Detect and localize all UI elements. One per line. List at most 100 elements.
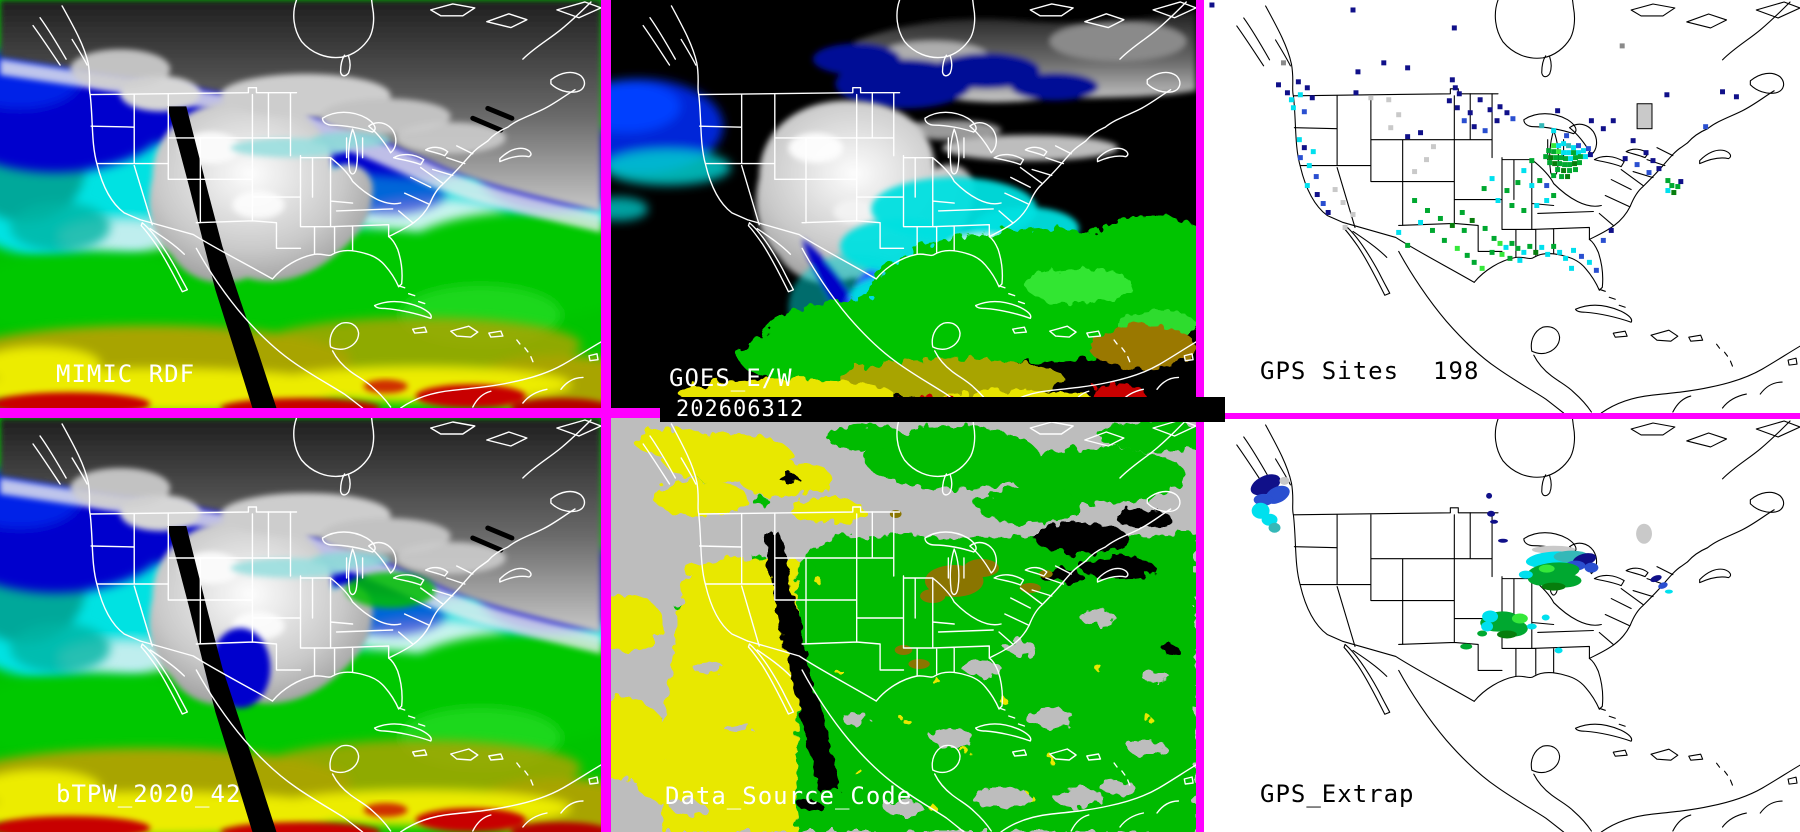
gps-site-marker — [1310, 149, 1316, 155]
gps-site-marker — [1405, 65, 1411, 71]
gps-site-marker — [1479, 265, 1485, 271]
panel-label: GOES_E/W — [669, 364, 793, 392]
gps-site-marker — [1551, 149, 1557, 155]
gps-site-marker — [1517, 257, 1523, 263]
gps-extrap-blob — [1460, 643, 1473, 650]
gps-site-marker — [1539, 244, 1545, 250]
gps-site-marker — [1507, 255, 1513, 261]
gps-site-marker — [1482, 128, 1488, 134]
gps-site-marker — [1555, 167, 1561, 173]
gps-site-marker — [1600, 237, 1606, 243]
gps-site-marker — [1552, 161, 1558, 167]
gps-site-marker — [1544, 183, 1550, 189]
gps-site-marker — [1509, 203, 1515, 208]
gps-site-marker — [1533, 249, 1539, 255]
gps-extrap-blob — [1481, 621, 1494, 632]
gps-site-marker — [1297, 155, 1303, 161]
gps-site-marker — [1646, 170, 1652, 176]
gps-extrap-blob — [1541, 582, 1566, 591]
gps-site-marker — [1489, 249, 1495, 255]
gps-site-marker — [1578, 253, 1584, 259]
gps-site-marker — [1487, 107, 1493, 113]
gps-site-marker — [1449, 77, 1455, 83]
gps-site-marker — [1452, 85, 1458, 91]
gps-sites-count: 198 — [1433, 357, 1480, 385]
gps-extrap-blob — [1538, 564, 1555, 573]
gps-site-marker — [1386, 97, 1392, 103]
gps-site-marker — [1461, 118, 1467, 124]
gps-site-marker — [1464, 252, 1470, 258]
goes-ew-map-image — [611, 0, 1196, 408]
gps-site-marker — [1557, 161, 1563, 167]
gps-extrap-blob — [1268, 522, 1281, 533]
panel-label: MIMIC RDF — [56, 360, 196, 388]
gps-site-marker — [1669, 183, 1675, 189]
panel-divider-vertical-1 — [601, 0, 611, 832]
gps-site-marker — [1553, 155, 1559, 161]
gps-site-marker — [1703, 124, 1709, 130]
gps-site-marker — [1600, 126, 1606, 132]
gps-site-marker — [1297, 92, 1303, 98]
gps-site-marker — [1569, 265, 1575, 271]
gps-site-marker — [1650, 158, 1656, 164]
gps-site-marker — [1622, 156, 1628, 162]
gps-extrap-blob — [1482, 610, 1499, 623]
gps-site-marker — [1405, 134, 1411, 140]
gps-extrap-blob — [1497, 630, 1517, 639]
gps-site-marker — [1571, 247, 1577, 253]
gps-site-marker — [1388, 125, 1394, 131]
gps-site-marker — [1504, 110, 1510, 116]
gps-site-marker — [1576, 160, 1582, 166]
gps-site-marker — [1350, 7, 1356, 13]
gps-extrap-blob — [1487, 510, 1496, 517]
gps-site-marker — [1593, 267, 1599, 273]
panel-divider-horizontal-right — [1204, 413, 1800, 419]
timestamp-text: 202606312 — [676, 397, 805, 422]
panel-divider-horizontal-left — [0, 408, 601, 418]
panel-label: Data_Source_Code — [665, 782, 913, 810]
gps-site-marker — [1630, 138, 1636, 144]
gps-site-marker — [1557, 249, 1563, 255]
gps-site-marker — [1558, 155, 1564, 161]
gps-site-marker — [1313, 174, 1319, 180]
gps-site-marker — [1350, 211, 1356, 217]
gps-extrap-blob — [1253, 493, 1274, 506]
gps-site-marker — [1619, 43, 1625, 49]
gps-site-marker — [1608, 227, 1614, 233]
gps-site-marker — [1551, 143, 1557, 149]
data-source-code-map-image — [611, 418, 1196, 832]
gps-site-marker — [1551, 193, 1557, 199]
gps-site-marker — [1555, 108, 1561, 114]
gps-extrap-blob — [1658, 582, 1668, 589]
gps-site-marker — [1446, 98, 1452, 104]
gps-extrap-blob — [1650, 575, 1662, 583]
panel-btpw: bTPW_2020_42 — [0, 418, 601, 832]
gps-site-marker — [1424, 157, 1429, 163]
gps-extrap-blob — [1541, 614, 1550, 621]
gps-site-marker — [1454, 105, 1460, 111]
gps-site-marker — [1209, 2, 1215, 8]
gps-site-marker — [1559, 174, 1565, 180]
gps-site-marker — [1489, 176, 1495, 182]
gps-site-marker — [1665, 178, 1671, 184]
gps-site-marker — [1587, 152, 1593, 158]
gps-site-marker — [1573, 167, 1578, 173]
gps-site-marker — [1566, 150, 1572, 156]
gps-site-marker — [1678, 179, 1684, 185]
gps-site-marker — [1494, 118, 1500, 124]
gps-site-marker — [1320, 201, 1326, 207]
gps-site-marker — [1504, 188, 1510, 194]
gps-site-marker — [1412, 198, 1418, 204]
gps-site-marker — [1495, 198, 1501, 204]
gps-site-marker — [1418, 219, 1424, 225]
gps-sites-title: GPS Sites — [1260, 357, 1400, 385]
gps-site-marker — [1497, 240, 1503, 246]
gps-extrap-blob — [1526, 623, 1537, 630]
gps-site-marker — [1582, 154, 1588, 160]
gps-site-marker — [1469, 217, 1475, 223]
gps-site-marker — [1656, 166, 1662, 172]
gps-site-marker — [1544, 198, 1550, 204]
gps-extrap-blob — [1518, 570, 1533, 579]
gps-site-marker — [1509, 240, 1515, 246]
gps-site-marker — [1340, 200, 1346, 206]
